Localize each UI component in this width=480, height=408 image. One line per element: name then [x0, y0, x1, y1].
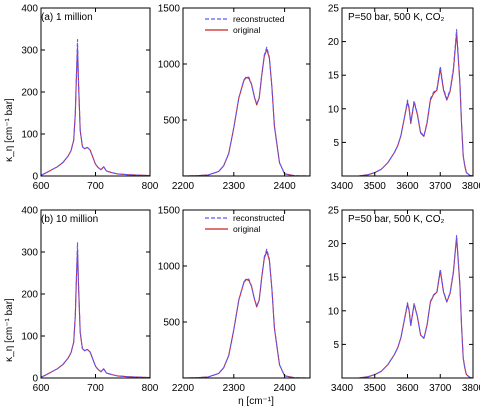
- y-tick-label: 1000: [158, 60, 181, 71]
- plot-frame-b-middle: [182, 209, 311, 379]
- x-tick-label: 600: [33, 383, 50, 394]
- legend-text-reconstructed-b: reconstructed: [233, 213, 285, 223]
- series-reconstructed-a-left: [40, 38, 151, 177]
- y-tick-label: 100: [21, 332, 38, 343]
- x-tick-label: 3800: [462, 181, 480, 192]
- x-tick-label: 700: [87, 181, 104, 192]
- y-tick-label: 20: [328, 239, 340, 250]
- panel-b-left: 600 700 800 0 100 200 300 400: [21, 206, 158, 395]
- panel-b-middle: 2200 2300 2400 500 1000 1500: [158, 206, 311, 394]
- plot-frame-a-right: [341, 7, 474, 177]
- plot-frame-a-middle: [182, 7, 311, 177]
- x-tick-label: 600: [33, 181, 50, 192]
- x-tick-label: 800: [142, 181, 159, 192]
- y-tick-label: 5: [333, 138, 339, 149]
- y-tick-label: 500: [163, 116, 180, 127]
- legend-text-original-a: original: [233, 25, 261, 35]
- y-tick-label: 25: [328, 206, 340, 217]
- series-reconstructed-b-right: [342, 234, 474, 379]
- x-tick-label: 700: [87, 383, 104, 394]
- x-tick-label: 3600: [396, 383, 419, 394]
- y-tick-label: 15: [328, 273, 340, 284]
- legend-a: reconstructed original: [205, 14, 285, 35]
- x-tick-label: 3700: [429, 181, 452, 192]
- x-tick-label: 3500: [364, 181, 387, 192]
- panel-a-right: 3400 3500 3600 3700 3800 5 10 15 20 25: [328, 4, 480, 193]
- x-tick-label: 800: [142, 383, 159, 394]
- plot-frame-b-left: [40, 209, 151, 379]
- panel-a-middle: 2200 2300 2400 500 1000 1500: [158, 4, 311, 192]
- x-tick-label: 3700: [429, 383, 452, 394]
- y-tick-label: 25: [328, 4, 340, 15]
- y-tick-label: 400: [21, 4, 38, 15]
- y-tick-label: 400: [21, 206, 38, 217]
- x-tick-label: 2300: [223, 383, 246, 394]
- legend-text-original-b: original: [233, 224, 261, 234]
- series-reconstructed-b-middle: [182, 248, 311, 379]
- y-tick-label: 500: [163, 318, 180, 329]
- panel-a-left: 600 700 800 0 100 200 300 400: [21, 4, 158, 193]
- x-tick-label: 2400: [273, 181, 296, 192]
- y-tick-label: 100: [21, 130, 38, 141]
- series-reconstructed-b-left: [40, 242, 151, 379]
- y-tick-label: 0: [32, 172, 38, 183]
- y-tick-label: 10: [328, 306, 340, 317]
- y-tick-label: 5: [333, 340, 339, 351]
- x-tick-label: 3400: [331, 383, 354, 394]
- y-tick-label: 200: [21, 290, 38, 301]
- series-original-b-middle: [182, 250, 311, 379]
- row-b-label: (b) 10 million: [41, 214, 98, 225]
- legend-text-reconstructed-a: reconstructed: [233, 14, 285, 24]
- x-tick-label: 3400: [331, 181, 354, 192]
- condition-label-a: P=50 bar, 500 K, CO₂: [348, 12, 445, 23]
- x-tick-label: 3500: [364, 383, 387, 394]
- condition-label-b: P=50 bar, 500 K, CO₂: [348, 214, 445, 225]
- series-original-a-right: [342, 32, 474, 177]
- series-original-a-left: [40, 47, 151, 177]
- y-axis-label-b: κ_η [cm⁻¹ bar]: [4, 298, 15, 362]
- y-tick-label: 20: [328, 37, 340, 48]
- x-axis-label-middle: η [cm⁻¹]: [238, 396, 274, 407]
- y-tick-label: 0: [32, 374, 38, 385]
- series-original-b-right: [342, 236, 474, 379]
- series-reconstructed-a-middle: [182, 46, 311, 177]
- y-tick-label: 300: [21, 46, 38, 57]
- series-original-a-middle: [182, 48, 311, 177]
- x-tick-label: 2400: [273, 383, 296, 394]
- plot-frame-a-left: [40, 7, 151, 177]
- x-tick-label: 3600: [396, 181, 419, 192]
- x-tick-label: 2200: [172, 383, 195, 394]
- y-axis-label-a: κ_η [cm⁻¹ bar]: [4, 98, 15, 162]
- y-tick-label: 1500: [158, 206, 181, 217]
- y-tick-label: 10: [328, 104, 340, 115]
- y-tick-label: 15: [328, 71, 340, 82]
- x-tick-label: 2300: [223, 181, 246, 192]
- x-tick-label: 2200: [172, 181, 195, 192]
- x-tick-label: 3800: [462, 383, 480, 394]
- y-tick-label: 200: [21, 88, 38, 99]
- row-a-label: (a) 1 million: [41, 12, 93, 23]
- y-tick-label: 1000: [158, 262, 181, 273]
- plot-frame-b-right: [341, 209, 474, 379]
- series-reconstructed-a-right: [342, 28, 474, 177]
- legend-b: reconstructed original: [205, 213, 285, 234]
- y-tick-label: 300: [21, 248, 38, 259]
- panel-b-right: 3400 3500 3600 3700 3800 5 10 15 20 25: [328, 206, 480, 395]
- series-original-b-left: [40, 249, 151, 379]
- y-tick-label: 1500: [158, 4, 181, 15]
